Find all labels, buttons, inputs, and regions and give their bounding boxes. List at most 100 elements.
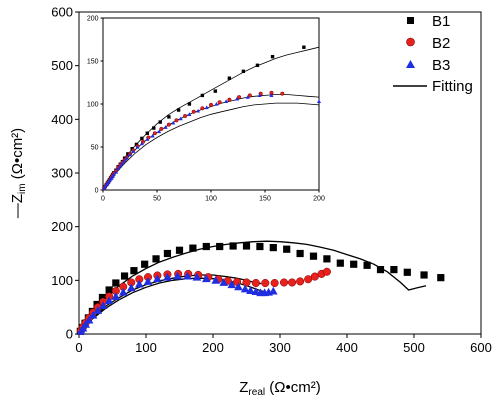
data-point-b3: [131, 149, 136, 153]
y-tick-label: 100: [87, 101, 99, 108]
data-point-b1: [152, 255, 160, 263]
data-point-b2: [237, 95, 242, 100]
y-tick-label: 400: [51, 112, 73, 127]
data-point-b1: [229, 242, 237, 250]
legend-marker-b2: [406, 37, 415, 47]
inset-data-points: [102, 45, 322, 191]
data-point-b2: [322, 267, 331, 276]
legend-marker-b3: [406, 60, 415, 68]
y-tick-label: 300: [51, 166, 73, 181]
data-point-b2: [208, 102, 214, 107]
data-point-b2: [183, 114, 188, 119]
x-tick-label: 50: [153, 196, 161, 203]
legend-label-fitting: Fitting: [432, 78, 473, 95]
data-point-b1: [213, 89, 218, 93]
data-point-b1: [105, 286, 113, 294]
data-point-b2: [166, 122, 171, 127]
data-point-b1: [255, 63, 260, 67]
data-point-b1: [390, 266, 398, 274]
data-point-b3: [214, 101, 219, 106]
data-point-b2: [296, 277, 305, 286]
data-point-b1: [376, 266, 385, 274]
data-point-b3: [171, 120, 176, 125]
data-point-b3: [104, 296, 114, 305]
data-point-b1: [309, 252, 318, 260]
data-point-b1: [145, 131, 149, 135]
data-point-b3: [316, 99, 322, 104]
data-point-b3: [143, 277, 153, 285]
data-point-b3: [173, 271, 182, 280]
legend-marker-b1: [407, 17, 414, 24]
data-point-b2: [261, 278, 270, 288]
x-tick-label: 150: [259, 196, 271, 203]
data-point-b2: [310, 272, 319, 281]
y-axis-label: —Zim (Ω•cm²): [9, 128, 28, 218]
data-point-b1: [216, 242, 224, 251]
data-point-b2: [191, 109, 196, 114]
data-point-b1: [241, 69, 246, 74]
data-point-b1: [336, 259, 344, 267]
legend-label-b3: B3: [432, 57, 450, 74]
data-point-b3: [135, 144, 140, 149]
x-tick-label: 200: [202, 340, 224, 355]
y-tick-label: 0: [66, 327, 73, 342]
data-point-b2: [217, 100, 222, 105]
y-tick-label: 500: [51, 58, 73, 73]
data-point-b3: [246, 286, 255, 294]
data-point-b3: [245, 95, 250, 99]
main-data-points: [76, 242, 445, 335]
x-tick-label: 0: [101, 196, 105, 203]
data-point-b1: [175, 246, 184, 254]
data-point-b1: [302, 45, 306, 49]
inset-axis-ticks: 0 50 100 150 200 0 50 100 150 200: [87, 15, 325, 202]
data-point-b3: [187, 112, 192, 116]
data-point-b1: [242, 242, 251, 250]
y-tick-label: 200: [51, 219, 73, 234]
data-point-b1: [158, 120, 162, 124]
data-point-b3: [163, 125, 168, 129]
data-point-b1: [256, 242, 264, 251]
data-point-b3: [240, 284, 250, 293]
data-point-b1: [112, 279, 120, 287]
data-point-b1: [283, 245, 291, 253]
fit-line: [102, 46, 320, 191]
data-point-b3: [269, 93, 274, 98]
data-point-b1: [202, 242, 210, 251]
data-point-b2: [159, 126, 164, 131]
data-point-b3: [127, 152, 133, 157]
data-point-b3: [163, 272, 172, 281]
data-point-b1: [98, 293, 107, 302]
data-point-b3: [98, 301, 108, 310]
x-tick-label: 100: [205, 196, 217, 203]
data-point-b3: [93, 306, 103, 314]
data-point-b3: [113, 169, 118, 174]
data-point-b2: [247, 93, 252, 98]
data-point-b1: [227, 76, 232, 80]
legend-label-b2: B2: [432, 35, 450, 52]
data-point-b1: [130, 267, 138, 275]
data-point-b1: [200, 93, 205, 98]
data-point-b2: [280, 91, 285, 96]
data-point-b3: [111, 172, 116, 177]
data-point-b3: [116, 166, 121, 171]
y-tick-label: 600: [51, 5, 73, 20]
data-point-b1: [323, 255, 331, 263]
x-tick-label: 600: [470, 340, 492, 355]
data-point-b3: [227, 280, 237, 289]
data-point-b2: [200, 106, 205, 111]
data-point-b3: [81, 320, 91, 328]
y-tick-label: 50: [91, 144, 99, 151]
data-point-b1: [269, 243, 277, 252]
legend-label-b1: B1: [432, 13, 450, 30]
data-point-b3: [124, 156, 129, 160]
data-point-b3: [134, 279, 144, 288]
data-point-b1: [437, 274, 445, 282]
y-tick-label: 100: [51, 273, 73, 288]
data-point-b3: [150, 133, 155, 138]
x-axis-label: Zreal (Ω•cm²): [239, 379, 320, 398]
data-point-b1: [187, 102, 192, 106]
data-point-b1: [120, 272, 129, 280]
data-point-b3: [204, 105, 209, 110]
x-tick-label: 400: [336, 340, 358, 355]
